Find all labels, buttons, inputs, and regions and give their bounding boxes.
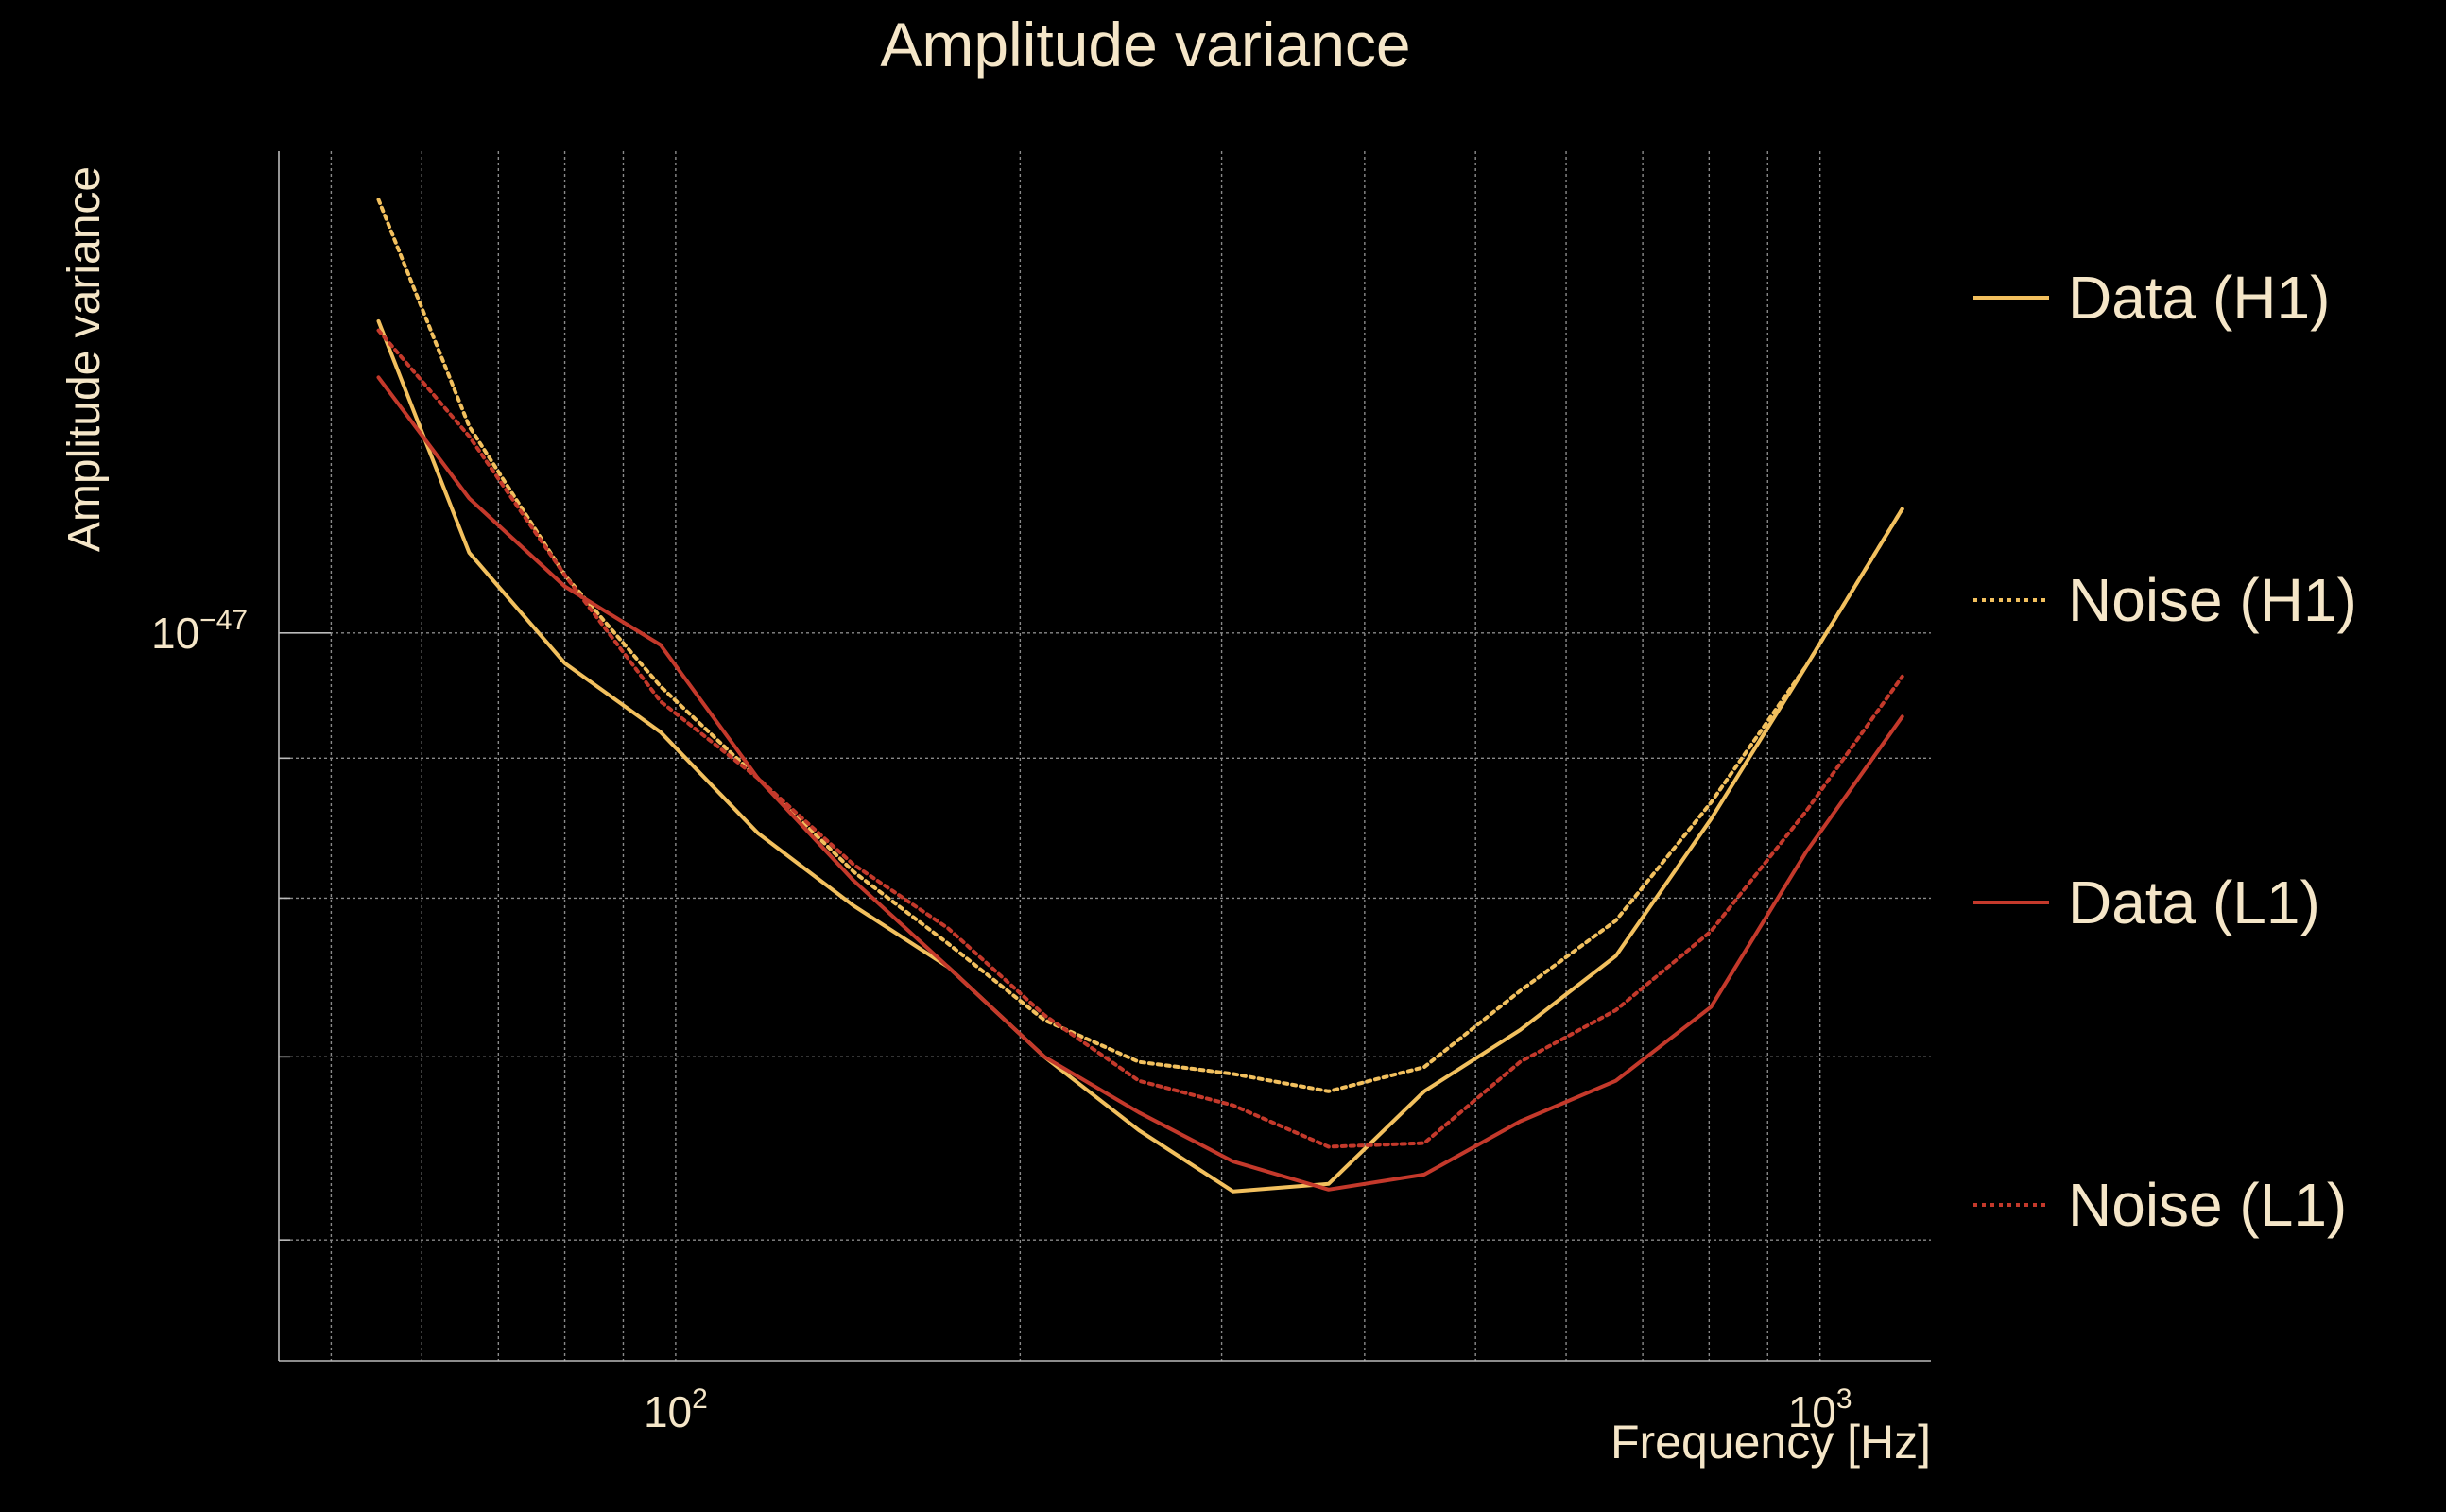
series-line-1 xyxy=(376,318,1904,1194)
tick-labels: 102 103 10−47 xyxy=(151,605,1852,1436)
grid xyxy=(279,151,1931,1361)
chart-title: Amplitude variance xyxy=(880,9,1410,79)
legend-label: Data (L1) xyxy=(2068,868,2320,936)
legend-label: Noise (H1) xyxy=(2068,566,2357,634)
series-lines xyxy=(376,198,1904,1194)
legend: Data (H1) Noise (H1) Data (L1) Noise (L1) xyxy=(1973,264,2357,1239)
series-line-2 xyxy=(376,198,1904,1093)
y-tick-label: 10−47 xyxy=(151,605,248,658)
x-tick-label: 103 xyxy=(1788,1383,1852,1436)
x-tick-label: 102 xyxy=(644,1383,708,1436)
series-line-4 xyxy=(376,328,1904,1149)
axes xyxy=(278,151,1931,1362)
legend-label: Noise (L1) xyxy=(2068,1171,2347,1239)
y-axis-label: Amplitude variance xyxy=(60,166,110,552)
legend-label: Data (H1) xyxy=(2068,264,2330,332)
x-axis-label: Frequency [Hz] xyxy=(1611,1416,1931,1469)
series-line-3 xyxy=(376,375,1904,1192)
